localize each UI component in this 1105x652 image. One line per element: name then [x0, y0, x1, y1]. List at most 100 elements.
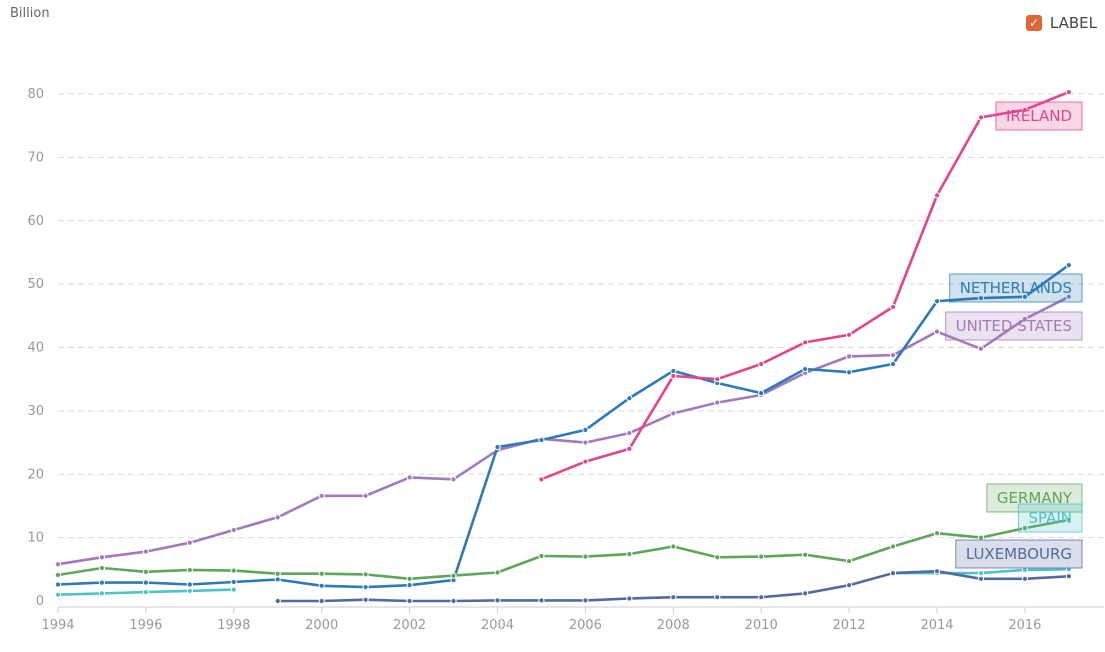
data-point[interactable] — [274, 514, 281, 521]
data-point[interactable] — [670, 543, 677, 550]
data-point[interactable] — [186, 539, 193, 546]
data-point[interactable] — [1021, 293, 1028, 300]
data-point[interactable] — [758, 594, 765, 601]
data-point[interactable] — [670, 594, 677, 601]
data-point[interactable] — [98, 590, 106, 597]
data-point[interactable] — [582, 439, 589, 446]
series-label-ireland[interactable]: IRELAND — [995, 101, 1083, 131]
data-point[interactable] — [54, 591, 62, 598]
data-point[interactable] — [1065, 262, 1072, 269]
data-point[interactable] — [758, 360, 765, 368]
data-point[interactable] — [582, 426, 589, 433]
label-toggle-checkbox-icon[interactable]: ✓ — [1025, 15, 1042, 31]
data-point[interactable] — [274, 597, 281, 605]
data-point[interactable] — [1065, 88, 1072, 96]
data-point[interactable] — [845, 557, 853, 565]
series-label-united-states[interactable]: UNITED STATES — [945, 311, 1083, 341]
series-label-netherlands[interactable]: NETHERLANDS — [949, 273, 1083, 303]
data-point[interactable] — [582, 458, 589, 465]
data-point[interactable] — [318, 570, 325, 577]
data-point[interactable] — [845, 369, 853, 376]
data-point[interactable] — [977, 114, 985, 121]
data-point[interactable] — [98, 579, 106, 586]
data-point[interactable] — [626, 429, 633, 437]
data-point[interactable] — [670, 372, 677, 380]
series-line[interactable] — [56, 263, 1071, 589]
data-point[interactable] — [845, 353, 853, 360]
data-point[interactable] — [406, 575, 413, 582]
data-point[interactable] — [582, 597, 589, 604]
data-point[interactable] — [889, 360, 897, 368]
data-point[interactable] — [450, 597, 457, 605]
data-point[interactable] — [1021, 315, 1028, 323]
data-point[interactable] — [1021, 575, 1028, 582]
data-point[interactable] — [1065, 573, 1072, 580]
data-point[interactable] — [1065, 293, 1072, 300]
data-point[interactable] — [406, 582, 413, 589]
data-point[interactable] — [230, 567, 237, 574]
data-point[interactable] — [670, 410, 677, 417]
data-point[interactable] — [758, 553, 765, 560]
data-point[interactable] — [933, 192, 941, 199]
data-point[interactable] — [406, 474, 413, 481]
data-point[interactable] — [538, 476, 545, 483]
data-point[interactable] — [450, 572, 457, 579]
data-point[interactable] — [1021, 106, 1028, 113]
data-point[interactable] — [582, 553, 589, 560]
series-label-luxembourg[interactable]: LUXEMBOURG — [955, 539, 1083, 569]
data-point[interactable] — [186, 581, 193, 588]
data-point[interactable] — [977, 570, 985, 577]
data-point[interactable] — [933, 530, 941, 537]
data-point[interactable] — [802, 365, 809, 373]
data-point[interactable] — [494, 597, 501, 604]
data-point[interactable] — [933, 298, 941, 305]
data-point[interactable] — [142, 589, 149, 596]
data-point[interactable] — [142, 548, 149, 555]
data-point[interactable] — [889, 543, 897, 550]
data-point[interactable] — [538, 597, 545, 604]
data-point[interactable] — [889, 352, 897, 359]
data-point[interactable] — [714, 594, 721, 601]
data-point[interactable] — [186, 587, 193, 594]
data-point[interactable] — [98, 564, 106, 572]
data-point[interactable] — [758, 390, 765, 397]
data-point[interactable] — [977, 534, 985, 541]
data-point[interactable] — [450, 476, 457, 483]
data-point[interactable] — [933, 568, 941, 575]
data-point[interactable] — [1021, 566, 1028, 574]
data-point[interactable] — [802, 551, 809, 558]
data-point[interactable] — [626, 395, 633, 402]
data-point[interactable] — [494, 443, 501, 451]
data-point[interactable] — [933, 328, 941, 335]
data-point[interactable] — [977, 294, 985, 302]
label-toggle[interactable]: ✓ LABEL — [1025, 14, 1097, 32]
data-point[interactable] — [98, 554, 106, 561]
data-point[interactable] — [977, 575, 985, 582]
series-line[interactable] — [56, 295, 1071, 566]
data-point[interactable] — [406, 597, 413, 605]
data-point[interactable] — [494, 569, 501, 576]
data-point[interactable] — [802, 590, 809, 597]
data-point[interactable] — [845, 331, 853, 338]
data-point[interactable] — [274, 570, 281, 577]
series-line[interactable] — [56, 518, 1071, 581]
data-point[interactable] — [714, 399, 721, 406]
data-point[interactable] — [230, 526, 237, 534]
data-point[interactable] — [54, 561, 62, 568]
data-point[interactable] — [230, 586, 237, 593]
data-point[interactable] — [318, 582, 325, 589]
data-point[interactable] — [362, 492, 369, 499]
data-point[interactable] — [1065, 516, 1072, 523]
data-point[interactable] — [362, 583, 369, 591]
data-point[interactable] — [362, 596, 369, 603]
data-point[interactable] — [1021, 525, 1028, 532]
data-point[interactable] — [714, 554, 721, 561]
data-point[interactable] — [230, 578, 237, 586]
data-point[interactable] — [186, 566, 193, 574]
data-point[interactable] — [538, 436, 545, 444]
data-point[interactable] — [714, 376, 721, 383]
data-point[interactable] — [54, 571, 62, 579]
data-point[interactable] — [274, 576, 281, 583]
data-point[interactable] — [142, 568, 149, 575]
data-point[interactable] — [318, 492, 325, 499]
